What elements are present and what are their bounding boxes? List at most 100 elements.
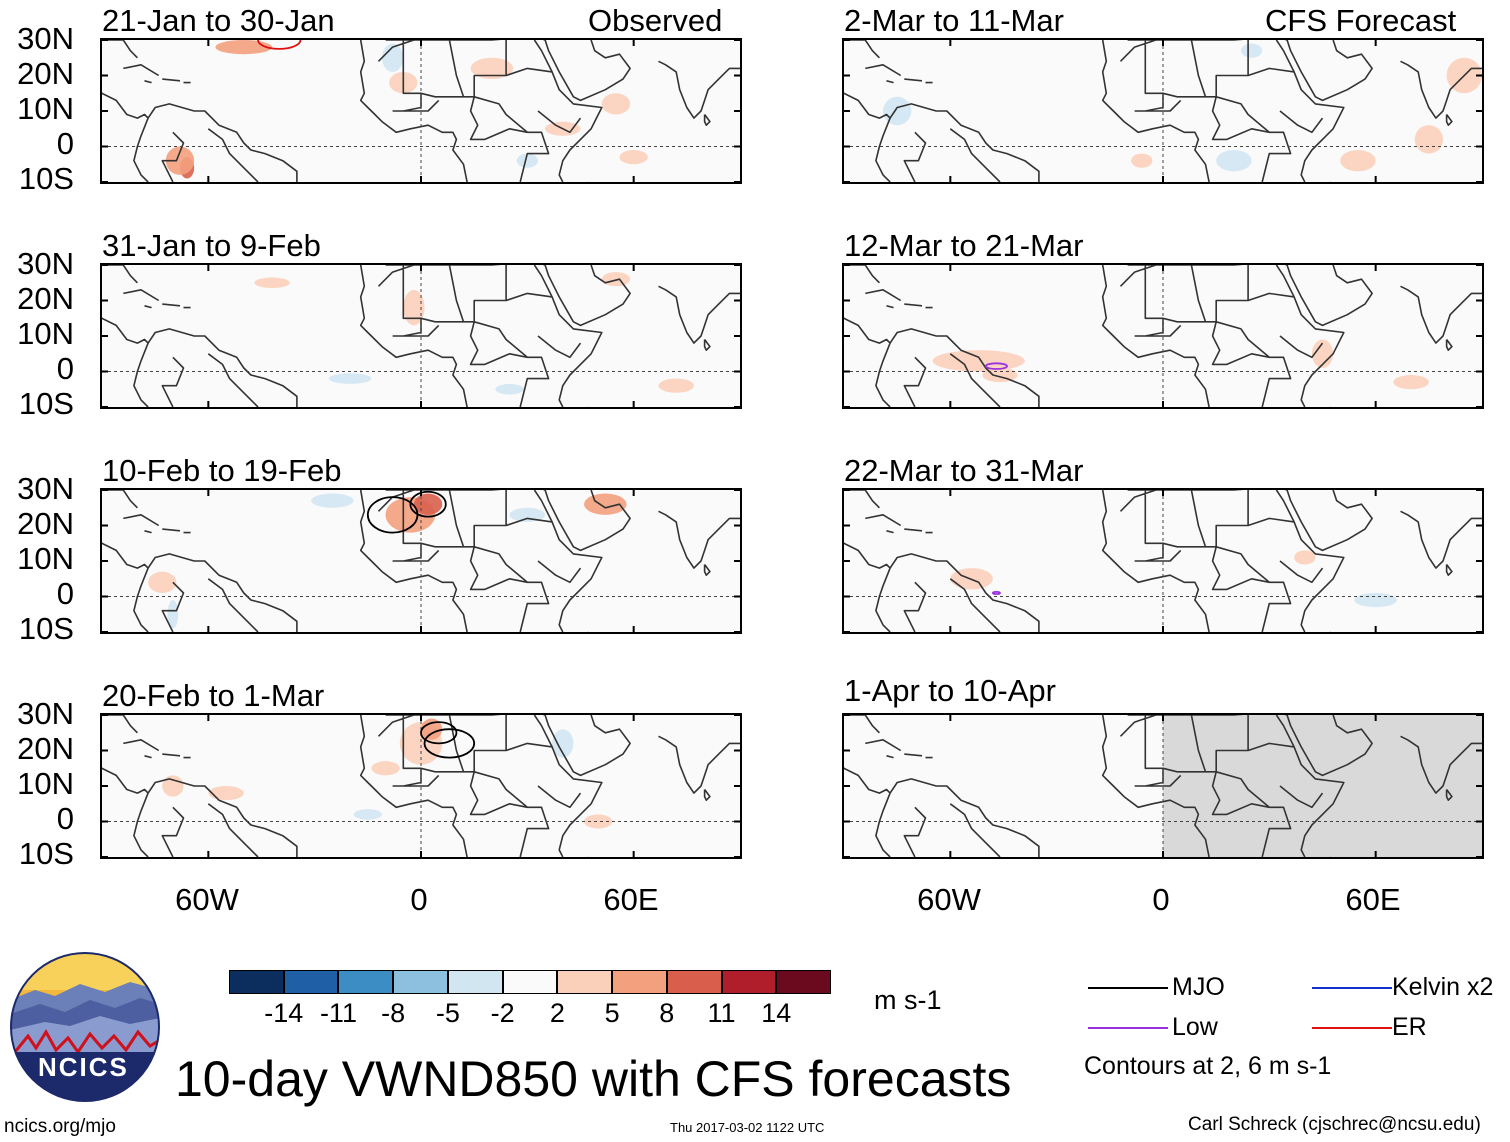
- colorbar-swatch: [557, 970, 613, 994]
- anomaly-shading: [495, 383, 524, 395]
- lat-label-2-1: 20N: [17, 281, 74, 316]
- lat-label-2-0: 30N: [17, 246, 74, 281]
- colorbar-tick-label: 11: [707, 998, 736, 1028]
- panel-title-right-1: 2-Mar to 11-Mar: [844, 3, 1064, 38]
- anomaly-shading: [254, 277, 290, 289]
- colorbar-tick-label: 2: [549, 998, 565, 1028]
- colorbar-swatch: [666, 970, 722, 994]
- colorbar-tick-label: -8: [381, 998, 406, 1028]
- legend-swatch-low: [1088, 1027, 1168, 1029]
- anomaly-shading: [509, 507, 546, 522]
- anomaly-shading: [421, 718, 443, 740]
- map-svg: [844, 40, 1482, 182]
- colorbar-unit: m s-1: [874, 985, 942, 1015]
- anomaly-shading: [601, 272, 631, 287]
- map-panel-right-1: [842, 38, 1484, 184]
- map-panel-right-4: [842, 713, 1484, 859]
- anomaly-shading: [932, 350, 1025, 372]
- panel-title-left-4: 20-Feb to 1-Mar: [102, 678, 325, 713]
- contour-line: [423, 728, 476, 759]
- anomaly-shading: [403, 289, 425, 326]
- lat-label-1-0: 30N: [17, 21, 74, 56]
- legend-label-er: ER: [1392, 1013, 1427, 1041]
- anomaly-shading: [382, 43, 404, 72]
- map-panel-left-1: [100, 38, 742, 184]
- lat-label-1-3: 0: [56, 126, 74, 161]
- anomaly-shading: [413, 493, 443, 515]
- anomaly-shading: [1354, 592, 1397, 608]
- anomaly-shading: [1340, 150, 1376, 172]
- map-svg: [102, 265, 740, 407]
- anomaly-shading: [1294, 550, 1316, 565]
- colorbar-tick-label: 14: [761, 998, 792, 1028]
- lon-label-60w-right: 60W: [917, 882, 981, 917]
- colorbar-swatch: [393, 970, 448, 994]
- panel-title-left-3: 10-Feb to 19-Feb: [102, 453, 342, 488]
- colorbar-swatch: [283, 970, 339, 994]
- contour-line: [420, 721, 458, 745]
- anomaly-shading: [1414, 125, 1444, 154]
- footer-credit: Carl Schreck (cjschrec@ncsu.edu): [1188, 1114, 1481, 1135]
- legend-label-kelvin: Kelvin x2: [1392, 973, 1494, 1001]
- panel-title-left-2: 31-Jan to 9-Feb: [102, 228, 321, 263]
- colorbar: [229, 970, 831, 994]
- panel-title-right-2: 12-Mar to 21-Mar: [844, 228, 1084, 263]
- contour-line: [991, 590, 1001, 595]
- colorbar-swatch: [229, 970, 284, 994]
- colorbar-swatch: [502, 970, 558, 994]
- anomaly-shading: [1216, 150, 1252, 172]
- footer-timestamp: Thu 2017-03-02 1122 UTC: [670, 1120, 825, 1135]
- lat-label-4-3: 0: [56, 801, 74, 836]
- map-panel-left-2: [100, 263, 742, 409]
- lat-label-1-2: 10N: [17, 91, 74, 126]
- lat-label-3-3: 0: [56, 576, 74, 611]
- map-panel-left-4: [100, 713, 742, 859]
- colorbar-tick-label: -11: [319, 998, 357, 1028]
- legend-label-low: Low: [1172, 1013, 1218, 1041]
- map-svg: [102, 40, 740, 182]
- colorbar-tick-label: -2: [490, 998, 515, 1028]
- anomaly-shading: [162, 775, 184, 797]
- no-data-region: [1163, 715, 1482, 857]
- lat-label-4-0: 30N: [17, 696, 74, 731]
- main-title: 10-day VWND850 with CFS forecasts: [175, 1051, 1012, 1107]
- anomaly-shading: [328, 373, 372, 384]
- logo-text: NCICS: [38, 1052, 129, 1082]
- footer-url[interactable]: ncics.org/mjo: [4, 1116, 116, 1137]
- lat-label-4-4: 10S: [18, 836, 74, 871]
- anomaly-shading: [353, 809, 383, 820]
- lat-label-2-2: 10N: [17, 316, 74, 351]
- anomaly-shading: [167, 600, 179, 629]
- contour-line: [409, 490, 447, 518]
- anomaly-shading: [658, 378, 694, 393]
- colorbar-swatch: [447, 970, 503, 994]
- anomaly-shading: [165, 146, 195, 175]
- colorbar-swatch: [721, 970, 777, 994]
- lat-label-1-4: 10S: [18, 161, 74, 196]
- map-panel-left-3: [100, 488, 742, 634]
- contours-note: Contours at 2, 6 m s-1: [1084, 1052, 1332, 1080]
- lat-label-3-2: 10N: [17, 541, 74, 576]
- colorbar-swatch: [612, 970, 667, 994]
- anomaly-shading: [1131, 153, 1153, 168]
- anomaly-shading: [470, 57, 514, 80]
- anomaly-shading: [882, 96, 912, 126]
- anomaly-shading: [148, 571, 177, 593]
- colorbar-swatch: [776, 970, 831, 994]
- map-svg: [102, 490, 740, 632]
- anomaly-shading: [215, 40, 273, 55]
- legend-label-mjo: MJO: [1172, 973, 1225, 1001]
- lat-label-3-1: 20N: [17, 506, 74, 541]
- map-panel-right-3: [842, 488, 1484, 634]
- lon-label-0-right: 0: [1152, 882, 1170, 917]
- colorbar-swatch: [338, 970, 394, 994]
- legend-swatch-kelvin: [1312, 987, 1392, 989]
- contour-line: [984, 362, 1008, 370]
- anomaly-shading: [1393, 375, 1429, 390]
- observed-label: Observed: [588, 3, 723, 38]
- panel-title-right-3: 22-Mar to 31-Mar: [844, 453, 1084, 488]
- map-svg: [102, 715, 740, 857]
- lat-label-3-4: 10S: [18, 611, 74, 646]
- lon-label-0-left: 0: [410, 882, 428, 917]
